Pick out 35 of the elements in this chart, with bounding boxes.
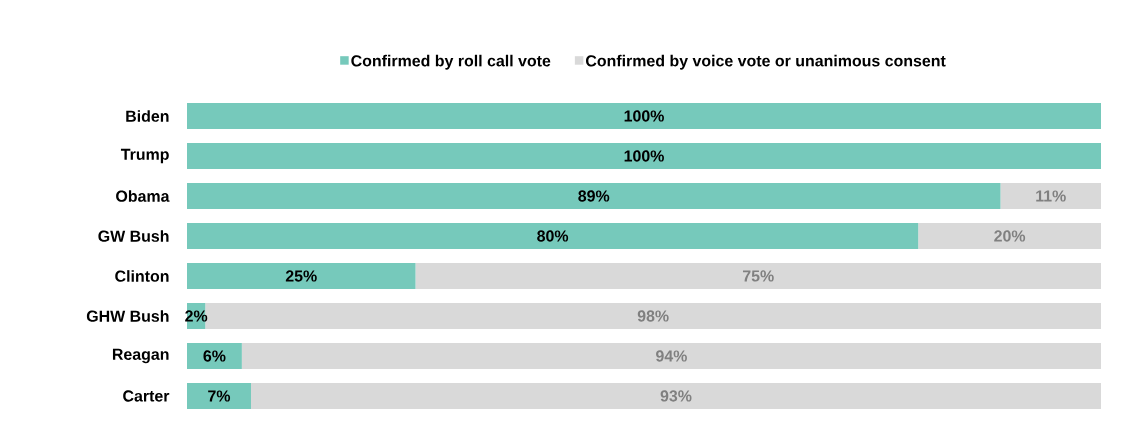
y-tick-label: Trump (120, 148, 169, 164)
data-label: 11% (1036, 190, 1066, 202)
data-label: 7% (208, 390, 231, 402)
bar (187, 223, 919, 249)
data-label: 89% (578, 190, 610, 202)
bar (187, 343, 242, 369)
data-label: 93% (660, 390, 692, 402)
bar (187, 143, 1102, 169)
bar (241, 343, 1102, 369)
bar (918, 223, 1102, 249)
y-tick-label: GHW Bush (86, 310, 169, 322)
bar (415, 263, 1102, 289)
y-tick-label: GW Bush (98, 230, 169, 242)
data-label: 100% (624, 150, 664, 162)
bar (187, 103, 1102, 129)
y-tick-label: Reagan (112, 348, 169, 364)
bar (187, 383, 251, 409)
data-label: 98% (637, 310, 669, 322)
legend-label: Confirmed by voice vote or unanimous consent (586, 54, 946, 70)
y-tick-label: Obama (116, 190, 170, 202)
data-label: 6% (203, 350, 226, 362)
data-label: 94% (656, 350, 687, 362)
y-tick-label: Clinton (115, 270, 169, 282)
data-label: 100% (624, 110, 664, 122)
bar (187, 263, 416, 289)
data-label: 25% (285, 270, 317, 282)
bar (250, 383, 1102, 409)
bar (1000, 183, 1102, 209)
data-label: 75% (742, 270, 774, 282)
legend-label: Confirmed by roll call vote (351, 54, 551, 70)
data-label: 20% (994, 230, 1026, 242)
y-tick-label: Biden (126, 110, 169, 122)
data-label: 80% (537, 230, 569, 242)
y-tick-label: Carter (123, 390, 170, 402)
bar (187, 183, 1001, 209)
